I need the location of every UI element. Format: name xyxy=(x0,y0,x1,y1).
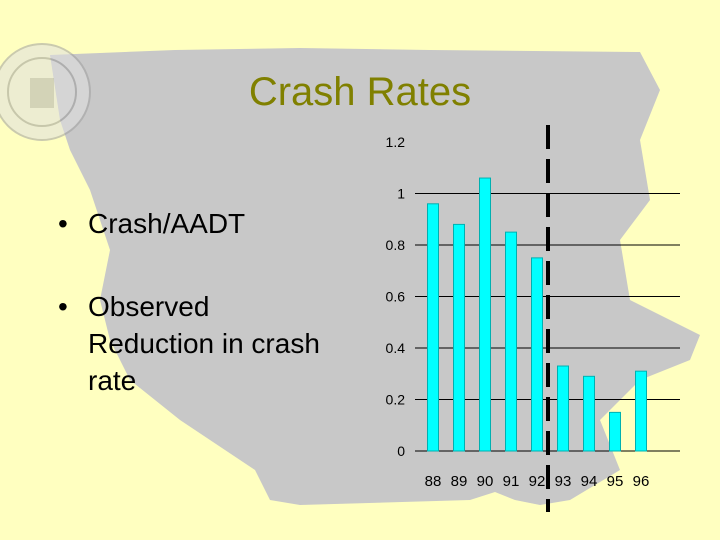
bar-92 xyxy=(531,257,543,452)
x-tick-label: 90 xyxy=(477,473,494,490)
bullet-dot: • xyxy=(58,208,68,239)
seal-emblem xyxy=(0,43,91,141)
bar-95 xyxy=(609,411,621,452)
x-tick-label: 93 xyxy=(555,473,572,490)
bar-94 xyxy=(583,375,595,452)
bullet-dot: • xyxy=(58,291,68,322)
y-tick-label: 0.2 xyxy=(386,392,406,408)
y-tick-label: 1.2 xyxy=(386,134,406,150)
y-tick-label: 0.4 xyxy=(386,340,406,356)
y-tick-label: 1 xyxy=(397,186,405,202)
y-tick-label: 0.8 xyxy=(386,237,406,253)
x-tick-label: 91 xyxy=(503,473,520,490)
bullet-item: • Observed Reduction in crash rate xyxy=(58,288,338,399)
x-tick-label: 96 xyxy=(633,473,650,490)
x-tick-label: 88 xyxy=(425,473,442,490)
bullet-item: • Crash/AADT xyxy=(58,205,338,242)
x-tick-label: 89 xyxy=(451,473,468,490)
x-tick-label: 95 xyxy=(607,473,624,490)
x-tick-label: 94 xyxy=(581,473,598,490)
x-tick-label: 92 xyxy=(529,473,546,490)
bar-90 xyxy=(479,177,491,452)
bar-88 xyxy=(427,203,439,452)
bar-89 xyxy=(453,223,465,452)
bar-91 xyxy=(505,231,517,452)
bar-93 xyxy=(557,365,569,452)
bullet-text: Observed Reduction in crash rate xyxy=(88,291,320,396)
y-tick-label: 0.6 xyxy=(386,289,406,305)
bullet-text: Crash/AADT xyxy=(88,208,246,239)
bar-96 xyxy=(635,370,647,452)
y-tick-label: 0 xyxy=(397,443,405,459)
slide-title: Crash Rates xyxy=(248,70,472,114)
bullet-list: • Crash/AADT • Observed Reduction in cra… xyxy=(58,205,338,445)
